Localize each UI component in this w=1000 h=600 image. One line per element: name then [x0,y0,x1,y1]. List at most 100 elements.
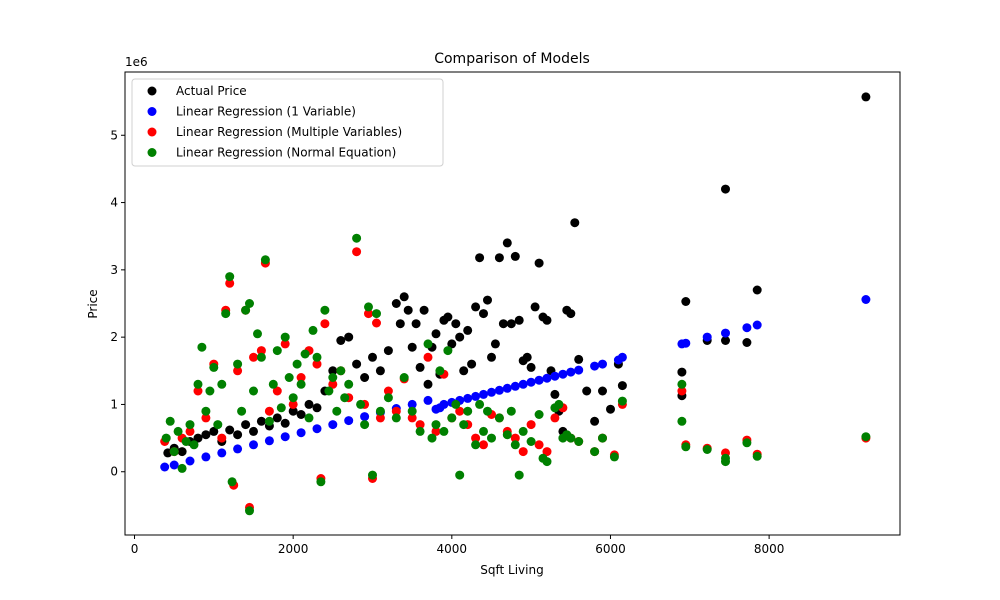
data-point [375,366,385,376]
data-point [677,379,687,389]
data-point [550,413,560,423]
data-point [272,386,282,396]
data-point [510,433,520,443]
data-point [514,315,524,325]
data-point [742,438,752,448]
y-tick-label: 1 [110,397,118,411]
data-point [391,406,401,416]
data-point [742,338,752,347]
data-point [360,412,370,422]
data-point [518,447,528,457]
data-point [411,319,421,329]
data-point [209,362,219,372]
data-point [742,323,752,333]
data-point [217,448,227,458]
data-point [490,339,500,349]
data-point [494,385,504,395]
data-point [471,440,481,450]
data-point [288,406,298,416]
data-point [681,297,691,306]
data-point [336,366,346,376]
data-point [570,218,580,228]
data-point [435,366,445,376]
legend-marker [147,148,157,157]
data-point [487,433,496,443]
data-point [197,342,207,352]
data-point [617,396,627,406]
data-point [590,361,600,371]
legend-label: Actual Price [176,84,247,98]
data-point [502,383,512,393]
data-point [280,339,290,349]
x-tick-label: 8000 [754,542,785,556]
data-point [160,462,170,472]
data-point [479,389,488,399]
data-point [502,430,512,440]
data-point [479,309,488,319]
data-point [455,470,465,480]
data-point [526,362,536,372]
data-point [617,381,627,391]
data-point [566,367,576,377]
data-point [272,346,282,356]
data-point [443,346,453,356]
y-axis-offset-text: 1e6 [125,55,148,69]
data-point [264,416,274,426]
data-point [606,404,615,414]
data-point [249,440,258,450]
legend-box [131,78,444,167]
data-point [360,373,370,382]
data-point [256,416,266,426]
data-point [249,386,258,396]
data-point [534,410,544,419]
data-point [185,456,195,466]
data-point [280,432,290,442]
data-point [455,332,465,342]
legend-label: Linear Regression (Normal Equation) [176,146,396,160]
data-point [312,424,322,434]
data-point [423,352,433,362]
data-point [284,373,294,382]
data-point [451,319,461,329]
data-point [861,432,871,442]
data-point [332,406,342,416]
data-point [487,387,496,397]
data-point [280,332,290,342]
data-point [213,420,223,430]
legend-item: Actual Price [147,84,247,98]
data-point [861,92,871,102]
data-point [225,425,235,435]
data-point [227,477,237,487]
data-point [264,406,274,416]
data-point [566,309,576,319]
data-point [391,299,401,308]
data-point [542,373,552,383]
data-point [681,442,691,452]
y-tick-label: 4 [110,196,118,210]
y-tick-label: 2 [110,330,118,344]
data-point [260,255,270,265]
data-point [399,373,409,382]
data-point [344,379,354,389]
points-layer [160,92,871,516]
data-point [185,426,195,436]
data-point [320,319,330,329]
data-point [447,413,457,423]
data-point [530,302,540,312]
data-point [308,325,318,335]
data-point [336,336,346,345]
data-point [721,457,730,467]
legend-marker [147,107,157,116]
data-point [677,416,687,426]
data-point [471,391,481,401]
data-point [328,373,338,382]
data-point [241,420,251,430]
data-point [177,463,187,473]
data-point [514,470,524,480]
data-point [721,328,730,338]
x-axis-label: Sqft Living [480,563,543,577]
legend-item: Linear Regression (Normal Equation) [147,146,396,160]
x-axis-ticks: 0 2000 4000 6000 8000 [131,535,785,556]
data-point [237,406,247,416]
data-point [498,319,508,329]
